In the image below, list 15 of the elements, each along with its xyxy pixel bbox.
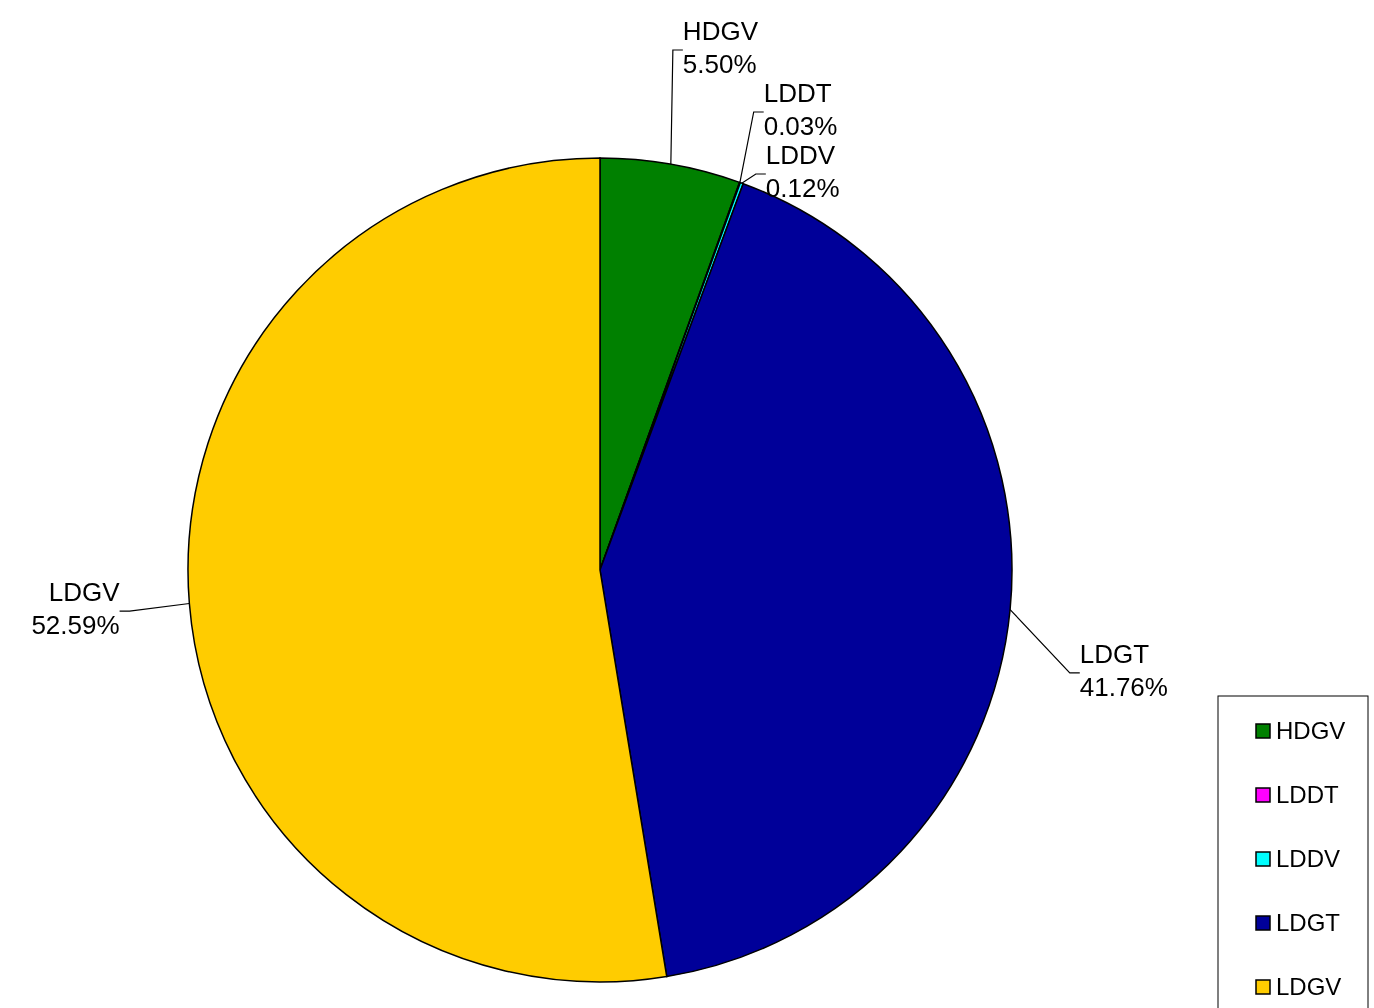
slice-label: LDGV xyxy=(48,577,121,608)
legend-label: LDGT xyxy=(1276,909,1341,936)
data-label: 0.12% xyxy=(765,173,840,203)
legend-label: LDDT xyxy=(1276,781,1340,808)
legend-label: LDDV xyxy=(1276,845,1341,872)
data-label: 41.76% xyxy=(1079,671,1168,702)
data-label: 5.50% xyxy=(682,49,757,79)
data-label: 52.59% xyxy=(31,610,120,641)
slice-label: LDDT xyxy=(763,78,832,108)
legend-label: HDGV xyxy=(1276,717,1346,744)
slice-label: HDGV xyxy=(682,16,759,46)
legend-label: LDGV xyxy=(1276,973,1342,1000)
slice-label: LDGT xyxy=(1079,638,1150,669)
data-label: 0.03% xyxy=(763,111,838,141)
slice-label: LDDV xyxy=(765,140,836,170)
